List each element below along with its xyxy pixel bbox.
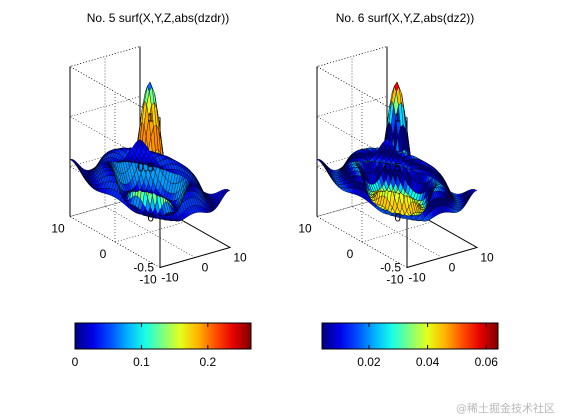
surface-plot-dz2: No. 6 surf(X,Y,Z,abs(dz2)) -0.5 0 0.5 1 -10 0 1… (298, 11, 499, 369)
x-tick-label: 0 (449, 261, 456, 275)
z-tick-label: 1 (394, 111, 401, 125)
z-tick-label: -0.5 (133, 261, 154, 275)
y-tick-label: -10 (386, 273, 404, 287)
x-tick-label: 0 (202, 261, 209, 275)
floor-gridline (114, 221, 186, 243)
colorbar (74, 322, 252, 350)
colorbar (321, 322, 499, 350)
x-tick-label: 10 (233, 251, 247, 265)
watermark: @稀土掘金技术社区 (456, 402, 555, 415)
z-tick-label: -0.5 (380, 261, 401, 275)
surface-plot-dzdr: No. 5 surf(X,Y,Z,abs(dzdr)) -0.5 0 0.5 1 -10 0… (51, 11, 252, 369)
floor-gridline (361, 221, 433, 243)
z-tick-label: 0.5 (384, 161, 401, 175)
z-tick-label: 0 (147, 211, 154, 225)
colorbar-tick-label: 0 (72, 355, 79, 369)
y-tick-label: 10 (51, 222, 65, 236)
chart-title: No. 5 surf(X,Y,Z,abs(dzdr)) (87, 11, 230, 25)
y-tick-label: 0 (347, 247, 354, 261)
y-tick-label: 0 (100, 247, 107, 261)
x-tick-label: -10 (161, 271, 179, 285)
colorbar-tick-label: 0.1 (133, 355, 150, 369)
colorbar-tick-label: 0.06 (475, 355, 499, 369)
z-tick-label: 0 (394, 211, 401, 225)
x-tick-label: 10 (480, 251, 494, 265)
chart-title: No. 6 surf(X,Y,Z,abs(dz2)) (336, 11, 475, 25)
surface-patch (224, 189, 231, 192)
surface (316, 81, 478, 222)
colorbar-tick-label: 0.02 (357, 355, 381, 369)
z-tick-label: 0.5 (137, 161, 154, 175)
colorbar-tick-label: 0.04 (416, 355, 440, 369)
z-tick-label: 1 (147, 111, 154, 125)
surface-patch (471, 189, 478, 192)
colorbar-tick-label: 0.2 (199, 355, 216, 369)
x-tick-label: -10 (408, 271, 426, 285)
surface (69, 81, 231, 222)
y-tick-label: -10 (139, 273, 157, 287)
y-tick-label: 10 (298, 222, 312, 236)
